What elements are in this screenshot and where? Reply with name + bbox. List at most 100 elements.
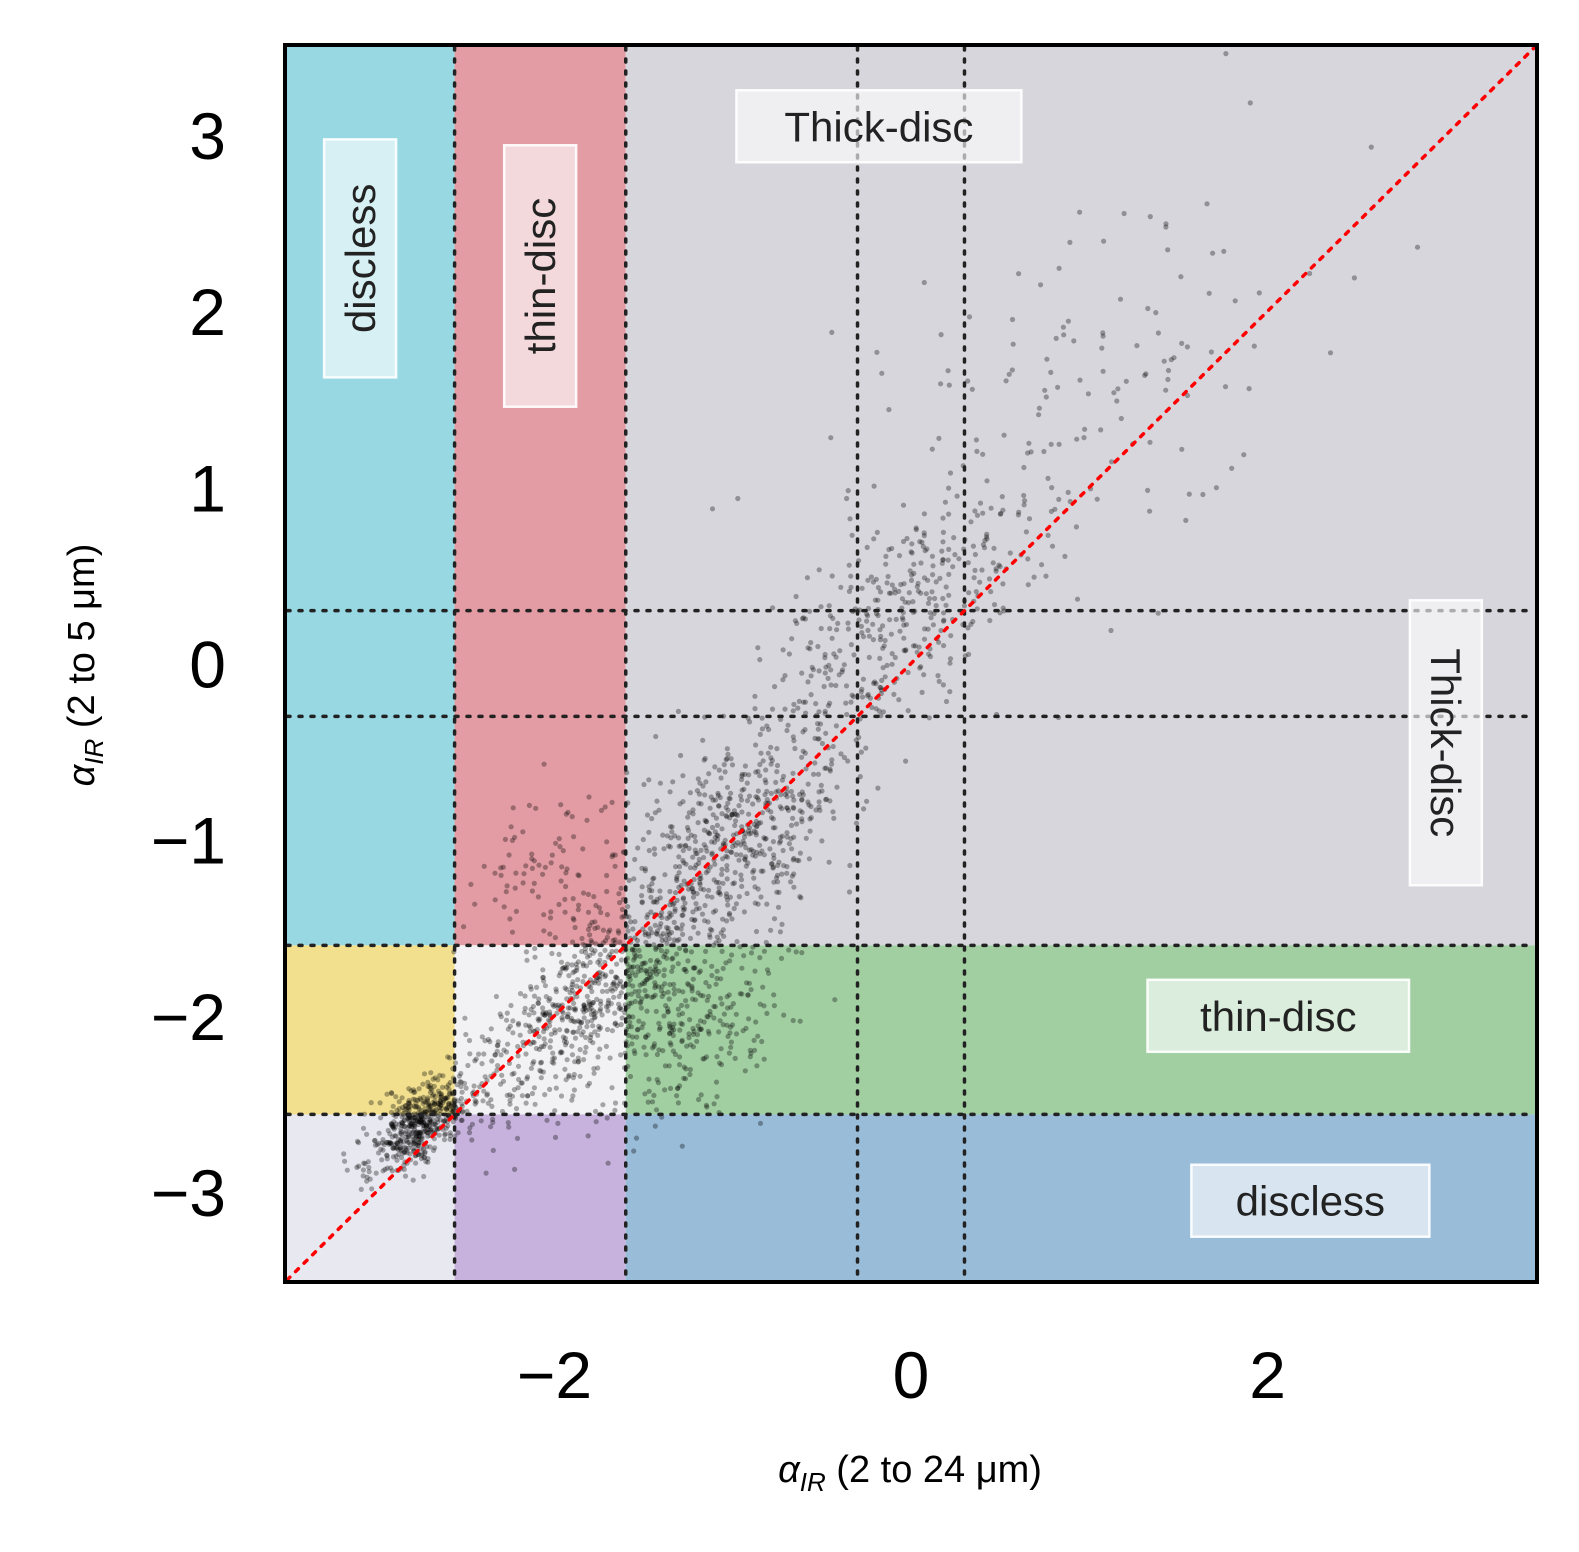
data-point (694, 851, 700, 857)
data-point (607, 952, 613, 958)
data-point (709, 927, 715, 933)
data-point (993, 568, 999, 574)
data-point (988, 589, 994, 595)
data-point (829, 635, 835, 641)
data-point (980, 542, 987, 548)
data-point (739, 787, 745, 793)
data-point (410, 1118, 416, 1124)
data-point (423, 1123, 429, 1129)
data-point (424, 1097, 430, 1103)
data-point (646, 884, 652, 890)
data-point (691, 917, 697, 924)
data-point (932, 595, 938, 602)
data-point (551, 1003, 557, 1009)
data-point (390, 1123, 396, 1129)
data-point (910, 599, 916, 605)
data-point (712, 764, 718, 770)
data-point (826, 859, 832, 865)
data-point (785, 807, 792, 814)
data-point (416, 1140, 422, 1146)
data-point (653, 930, 660, 937)
data-point (505, 1026, 511, 1032)
data-point (368, 1100, 374, 1106)
data-point (590, 1023, 596, 1029)
data-point (547, 1009, 553, 1015)
data-point (445, 1082, 452, 1088)
data-point (867, 695, 874, 701)
data-point (692, 997, 699, 1003)
data-point (886, 407, 892, 413)
data-point (388, 1090, 394, 1096)
data-point (706, 771, 712, 777)
data-point (607, 1055, 613, 1061)
data-point (689, 983, 695, 989)
data-point (760, 984, 766, 990)
data-point (468, 881, 474, 888)
data-point (676, 884, 682, 891)
data-point (611, 994, 617, 1000)
data-point (715, 890, 721, 896)
data-point (738, 793, 744, 799)
data-point (442, 1131, 449, 1137)
data-point (724, 876, 730, 882)
region-label: discless (322, 138, 398, 379)
data-point (632, 919, 638, 925)
data-point (790, 793, 796, 799)
data-point (765, 750, 771, 756)
data-point (597, 1046, 603, 1052)
region-labels: discless thin-discThick-discThick-discthi… (322, 89, 1484, 1238)
data-point (558, 802, 564, 808)
data-point (605, 997, 612, 1003)
data-point (738, 872, 744, 878)
data-point (580, 963, 586, 969)
data-point (409, 1124, 415, 1130)
data-point (873, 576, 879, 582)
data-point (553, 986, 559, 992)
data-point (696, 860, 702, 867)
data-point (771, 916, 778, 922)
data-point (488, 1124, 494, 1130)
data-point (523, 1051, 529, 1057)
data-point (919, 689, 925, 696)
data-point (680, 857, 686, 864)
data-point (704, 997, 710, 1004)
data-point (941, 643, 947, 649)
data-point (636, 988, 642, 994)
data-point (425, 1083, 431, 1089)
data-point (1021, 492, 1027, 499)
data-point (725, 800, 731, 806)
data-point (739, 773, 745, 779)
data-point (703, 870, 709, 876)
data-point (716, 879, 722, 886)
data-point (538, 1075, 544, 1081)
data-point (615, 928, 621, 934)
data-point (970, 618, 976, 625)
data-point (590, 1000, 596, 1006)
data-point (541, 1043, 547, 1050)
data-point (436, 1090, 442, 1097)
data-point (871, 483, 877, 489)
data-point (633, 972, 639, 979)
data-point (645, 1099, 651, 1105)
data-point (534, 1027, 540, 1033)
data-point (577, 1047, 583, 1053)
data-point (665, 1006, 671, 1012)
data-point (713, 981, 719, 987)
data-point (639, 961, 645, 967)
data-point (394, 1140, 400, 1147)
data-point (642, 868, 648, 874)
data-point (404, 1137, 410, 1144)
data-point (435, 1088, 441, 1094)
data-point (576, 902, 582, 908)
data-point (417, 1119, 424, 1125)
data-point (399, 1121, 406, 1127)
data-point (678, 843, 684, 849)
data-point (663, 1003, 669, 1009)
data-point (731, 905, 737, 912)
data-point (434, 1119, 441, 1125)
data-point (700, 993, 706, 999)
data-point (416, 1106, 422, 1112)
data-point (680, 799, 686, 805)
data-point (706, 1031, 712, 1037)
data-point (526, 1023, 532, 1029)
